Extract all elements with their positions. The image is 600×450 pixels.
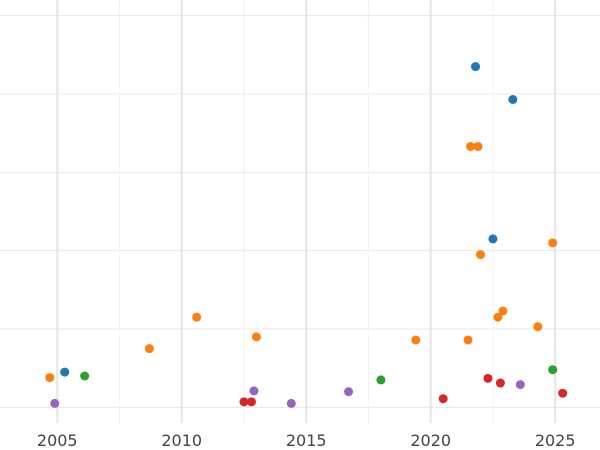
scatter-point	[45, 373, 55, 383]
x-tick-labels: 2005 2010 2015 2020 2025	[37, 431, 576, 450]
scatter-point	[488, 234, 498, 244]
scatter-point	[144, 344, 154, 354]
scatter-point	[508, 94, 518, 104]
scatter-point	[471, 62, 481, 72]
scatter-point	[80, 371, 90, 381]
scatter-point	[498, 306, 508, 316]
scatter-point	[249, 386, 259, 396]
x-tick-label: 2010	[161, 431, 202, 450]
scatter-point	[515, 380, 525, 390]
scatter-point	[475, 250, 485, 260]
scatter-point	[438, 394, 448, 404]
x-tick-label: 2025	[535, 431, 576, 450]
scatter-point	[495, 378, 505, 388]
scatter-point	[533, 322, 543, 332]
scatter-point	[548, 238, 558, 248]
scatter-point	[558, 388, 568, 398]
scatter-point	[463, 335, 473, 345]
scatter-point	[246, 397, 256, 407]
scatter-point	[411, 335, 421, 345]
scatter-point	[60, 367, 70, 377]
scatter-point	[50, 398, 60, 408]
scatter-point	[466, 141, 476, 151]
scatter-point	[548, 365, 558, 375]
x-tick-label: 2005	[37, 431, 78, 450]
scatter-point	[192, 312, 202, 322]
scatter-point	[483, 373, 493, 383]
points-layer	[45, 62, 568, 408]
scatter-point	[251, 332, 261, 342]
x-tick-label: 2020	[410, 431, 451, 450]
scatter-point	[239, 397, 249, 407]
scatter-point	[344, 387, 354, 397]
scatter-point	[493, 312, 503, 322]
x-tick-label: 2015	[286, 431, 327, 450]
scatter-point	[473, 141, 483, 151]
grid-layer	[0, 0, 600, 423]
scatter-point	[286, 398, 296, 408]
scatter-point	[376, 375, 386, 385]
